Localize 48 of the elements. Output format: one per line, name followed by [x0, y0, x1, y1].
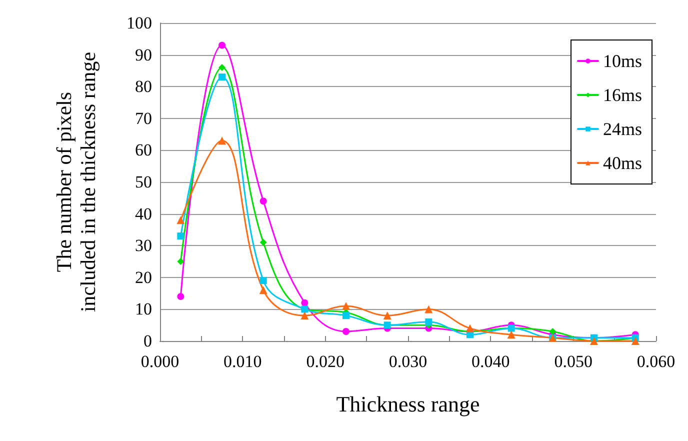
point	[259, 286, 268, 294]
legend-label: 10ms	[602, 51, 642, 71]
x-tick-label: 0.040	[472, 352, 510, 371]
y-tick-label: 10	[135, 300, 152, 319]
y-tick-label: 0	[144, 332, 152, 350]
legend-label: 24ms	[602, 119, 642, 139]
x-axis-title: Thickness range	[336, 392, 480, 416]
y-tick-label: 30	[135, 236, 152, 256]
x-tick-label: 0.030	[388, 352, 428, 371]
y-tick-label: 60	[135, 140, 152, 160]
point	[383, 312, 392, 320]
y-tick-label: 70	[135, 108, 152, 128]
point	[260, 277, 267, 284]
point	[342, 328, 350, 335]
x-tick-label: 0.060	[636, 352, 676, 371]
y-tick-label: 80	[135, 77, 152, 96]
point	[260, 238, 267, 246]
point	[218, 136, 226, 145]
point	[177, 292, 184, 300]
point	[218, 42, 226, 49]
point	[424, 305, 433, 314]
x-tick-label: 0.000	[140, 352, 180, 371]
point	[466, 324, 474, 332]
y-tick-label: 20	[135, 268, 152, 287]
point	[218, 64, 226, 72]
point	[176, 216, 185, 224]
point	[631, 337, 640, 345]
point	[425, 318, 432, 326]
legend-label: 16ms	[602, 85, 642, 105]
point	[177, 258, 184, 265]
y-tick-label: 40	[135, 204, 152, 224]
point	[549, 328, 556, 335]
point	[300, 312, 309, 320]
y-tick-label: 50	[135, 172, 152, 192]
x-tick-label: 0.010	[224, 352, 262, 371]
point	[507, 330, 516, 339]
point	[218, 74, 226, 81]
y-axis-title: The number of pixels included in the thickness range	[52, 52, 100, 312]
point	[342, 302, 350, 310]
y-tick-label: 100	[126, 14, 152, 32]
y-tick-label: 90	[135, 45, 152, 64]
point	[260, 198, 267, 205]
x-tick-label: 0.050	[554, 352, 592, 371]
point	[177, 232, 184, 240]
x-tick-label: 0.020	[306, 352, 344, 371]
point	[301, 299, 308, 306]
legend-label: 40ms	[602, 153, 642, 173]
point	[342, 312, 350, 320]
